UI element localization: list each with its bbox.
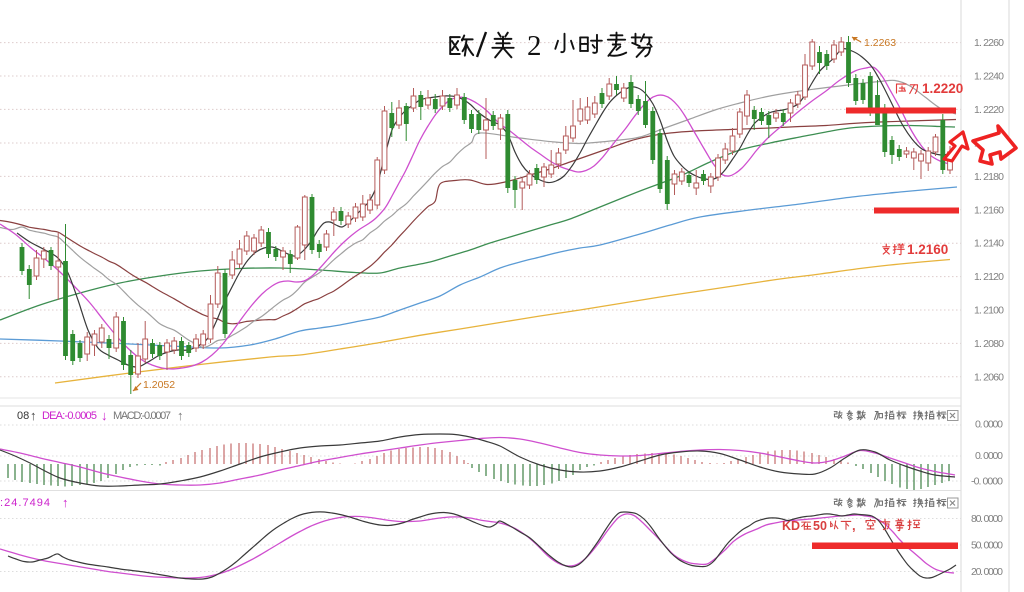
- svg-text:↑: ↑: [62, 495, 69, 510]
- svg-text:1.2052: 1.2052: [143, 379, 175, 391]
- svg-text:1.2263: 1.2263: [864, 37, 896, 49]
- svg-text:1. 2080: 1. 2080: [974, 338, 1004, 350]
- svg-text:1. 2220: 1. 2220: [974, 104, 1004, 116]
- svg-text:KD: KD: [782, 519, 800, 533]
- svg-text:50: 50: [813, 519, 827, 533]
- svg-text:1. 2260: 1. 2260: [974, 37, 1004, 49]
- svg-text:↑: ↑: [30, 408, 37, 423]
- svg-text:1. 2060: 1. 2060: [974, 371, 1004, 383]
- svg-text:0. 0000: 0. 0000: [975, 450, 1003, 462]
- svg-text:DEA:-0.0005: DEA:-0.0005: [42, 410, 97, 422]
- svg-text:1. 2120: 1. 2120: [974, 271, 1004, 283]
- svg-text:1.2160: 1.2160: [907, 242, 948, 257]
- svg-text:20. 0000: 20. 0000: [971, 566, 1003, 578]
- svg-text:1.2220: 1.2220: [922, 81, 963, 96]
- svg-text:1. 2100: 1. 2100: [974, 305, 1004, 317]
- svg-text::24.7494: :24.7494: [0, 497, 50, 509]
- svg-text:80. 0000: 80. 0000: [971, 513, 1003, 525]
- svg-text:1. 2140: 1. 2140: [974, 238, 1004, 250]
- svg-text:MACD:-0.0007: MACD:-0.0007: [113, 410, 171, 422]
- svg-text:2: 2: [527, 30, 542, 62]
- svg-text:,: ,: [852, 518, 856, 533]
- svg-text:-0. 0000: -0. 0000: [971, 476, 1003, 488]
- svg-text:50. 0000: 50. 0000: [971, 540, 1003, 552]
- svg-text:1. 2160: 1. 2160: [974, 204, 1004, 216]
- svg-text:↓: ↓: [101, 408, 108, 423]
- svg-text:08: 08: [17, 410, 29, 422]
- svg-text:↑: ↑: [177, 408, 184, 423]
- svg-text:1. 2180: 1. 2180: [974, 171, 1004, 183]
- svg-text:0. 0000: 0. 0000: [975, 419, 1003, 431]
- svg-text:1. 2240: 1. 2240: [974, 71, 1004, 83]
